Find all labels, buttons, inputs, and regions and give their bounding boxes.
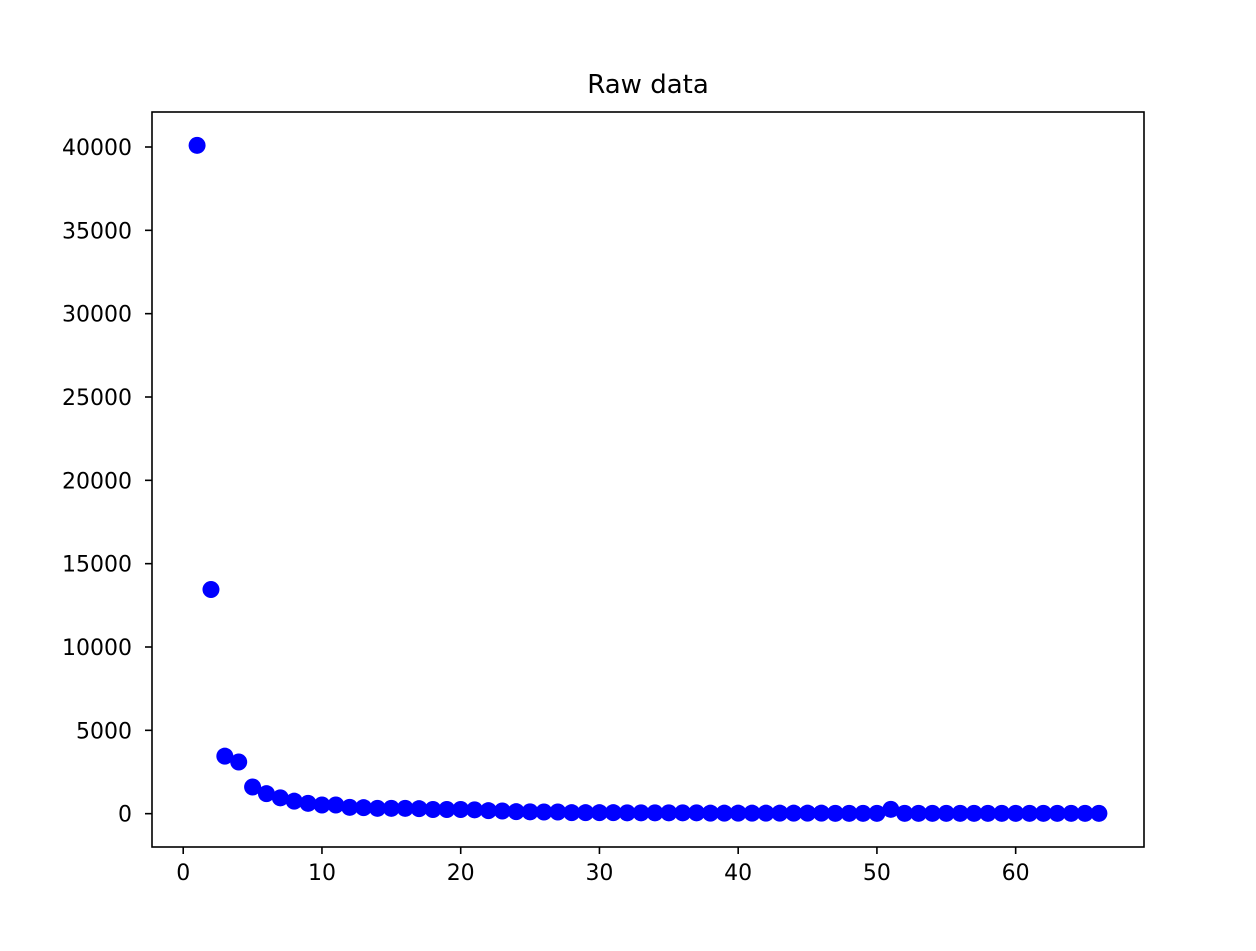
y-tick-label: 25000 xyxy=(62,386,132,411)
data-point xyxy=(230,753,248,771)
data-point xyxy=(868,804,886,822)
data-point xyxy=(1062,804,1080,822)
data-point xyxy=(910,804,928,822)
data-point xyxy=(882,800,900,818)
data-point xyxy=(785,804,803,822)
data-point xyxy=(493,802,511,820)
data-point xyxy=(202,581,220,598)
data-point xyxy=(590,804,608,822)
data-point xyxy=(799,804,817,822)
data-point xyxy=(188,136,206,154)
points-layer xyxy=(188,136,1108,822)
x-tick-label: 60 xyxy=(1002,861,1030,886)
data-point xyxy=(896,804,914,822)
y-tick-label: 20000 xyxy=(62,469,132,494)
data-point xyxy=(1048,804,1066,822)
data-point xyxy=(466,801,484,819)
y-tick-label: 30000 xyxy=(62,303,132,328)
x-tick-label: 20 xyxy=(447,861,475,886)
data-point xyxy=(979,804,997,822)
data-point xyxy=(923,804,941,822)
data-point xyxy=(355,799,373,817)
x-tick-label: 50 xyxy=(863,861,891,886)
data-point xyxy=(965,804,983,822)
x-tick-label: 30 xyxy=(585,861,613,886)
data-point xyxy=(563,804,581,822)
plot-frame xyxy=(151,111,1145,848)
y-tick-label: 10000 xyxy=(62,636,132,661)
data-point xyxy=(701,804,719,822)
data-point xyxy=(368,799,386,817)
data-point xyxy=(729,804,747,822)
data-point xyxy=(271,789,289,807)
data-point xyxy=(244,778,262,796)
data-point xyxy=(993,804,1011,822)
data-point xyxy=(299,794,317,812)
data-point xyxy=(257,785,275,803)
data-point xyxy=(285,792,303,810)
x-tick-label: 0 xyxy=(176,861,190,886)
data-point xyxy=(521,803,539,821)
data-point xyxy=(535,803,553,821)
y-tick-label: 40000 xyxy=(62,136,132,161)
data-point xyxy=(424,801,442,818)
data-point xyxy=(674,804,692,822)
y-tick-label: 0 xyxy=(118,803,132,828)
data-point xyxy=(771,804,789,822)
data-point xyxy=(382,799,400,817)
data-point xyxy=(826,804,844,822)
data-point xyxy=(632,804,650,822)
data-point xyxy=(1090,804,1108,822)
data-point xyxy=(577,804,595,822)
data-point xyxy=(840,804,858,822)
data-point xyxy=(660,804,678,822)
data-point xyxy=(1034,804,1052,822)
data-point xyxy=(604,804,622,822)
data-point xyxy=(743,804,761,822)
data-point xyxy=(341,798,359,816)
y-tick-label: 15000 xyxy=(62,553,132,578)
x-tick-label: 40 xyxy=(724,861,752,886)
data-point xyxy=(715,804,733,822)
chart-title: Raw data xyxy=(587,70,709,100)
y-tick-label: 35000 xyxy=(62,219,132,244)
data-point xyxy=(327,796,345,814)
data-point xyxy=(452,801,470,818)
x-tick-label: 10 xyxy=(308,861,336,886)
data-point xyxy=(479,802,497,820)
data-point xyxy=(854,804,872,822)
y-tick-label: 5000 xyxy=(76,719,132,744)
data-point xyxy=(396,799,414,817)
data-point xyxy=(410,800,428,818)
data-point xyxy=(937,804,955,822)
data-point xyxy=(1007,804,1025,822)
data-point xyxy=(951,804,969,822)
data-point xyxy=(1076,804,1094,822)
data-point xyxy=(688,804,706,822)
data-point xyxy=(507,803,525,821)
data-point xyxy=(618,804,636,822)
data-point xyxy=(1021,804,1039,822)
data-point xyxy=(438,801,456,818)
data-point xyxy=(757,804,775,822)
data-point xyxy=(812,804,830,822)
data-point xyxy=(549,803,567,821)
data-point xyxy=(313,796,331,814)
data-point xyxy=(216,747,234,765)
axes-layer: 0 10 20 30 40 50 60 0 5000 10000 15000 20000 25000 30… xyxy=(62,111,1145,886)
data-point xyxy=(646,804,664,822)
